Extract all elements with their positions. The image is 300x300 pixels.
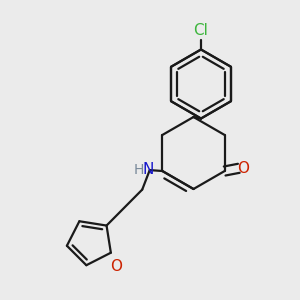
Text: N: N [142,162,154,177]
Text: H: H [133,163,144,176]
Text: Cl: Cl [194,23,208,38]
Text: O: O [110,259,122,274]
Text: O: O [238,160,250,175]
